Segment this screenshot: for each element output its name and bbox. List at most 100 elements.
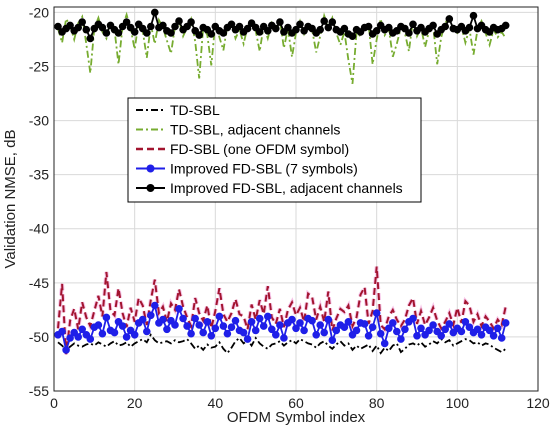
data-point — [461, 318, 470, 326]
data-point — [469, 11, 478, 20]
x-tick-label: 0 — [50, 395, 58, 411]
data-point — [280, 334, 288, 342]
series-1 — [57, 333, 507, 355]
data-point — [465, 23, 474, 32]
data-point — [445, 320, 454, 328]
data-point — [98, 23, 107, 32]
data-point — [58, 327, 66, 336]
y-tick-label: -40 — [29, 221, 49, 237]
data-point — [320, 17, 329, 25]
data-point — [138, 315, 147, 324]
data-point — [122, 18, 131, 26]
data-point — [284, 23, 292, 32]
data-point — [231, 316, 240, 325]
data-point — [465, 323, 474, 332]
data-point — [151, 8, 159, 17]
data-point — [501, 21, 510, 30]
data-point — [223, 329, 232, 338]
data-point — [110, 328, 119, 337]
axis-ticks: 0 20 40 60 80 100 120 -55 -50 -45 -40 -35 -30 -25 -20 — [29, 4, 550, 411]
data-point — [292, 324, 300, 333]
data-point — [191, 314, 199, 323]
series-layer — [54, 8, 510, 355]
data-point — [364, 332, 373, 340]
data-point — [376, 329, 385, 338]
data-point — [425, 326, 433, 335]
data-point — [94, 321, 103, 329]
data-point — [227, 323, 236, 332]
data-point — [401, 325, 409, 334]
data-point — [78, 325, 86, 334]
y-tick-label: -50 — [29, 329, 49, 345]
data-point — [308, 316, 316, 325]
data-point — [288, 315, 296, 324]
legend-entry: Improved FD-SBL, adjacent channels — [136, 180, 403, 196]
data-point — [151, 301, 159, 310]
data-point — [243, 24, 252, 33]
data-point — [340, 24, 349, 33]
legend-entry: TD-SBL — [136, 102, 220, 118]
y-tick-label: -25 — [29, 58, 49, 74]
data-point — [316, 321, 325, 329]
data-point — [316, 25, 325, 34]
data-point — [405, 29, 413, 37]
data-point — [485, 326, 494, 335]
data-point — [215, 312, 224, 321]
data-point — [441, 325, 450, 334]
x-tick-label: 20 — [127, 395, 143, 411]
data-point — [328, 18, 337, 26]
data-point — [147, 22, 155, 31]
data-point — [251, 326, 260, 335]
y-axis-title: Validation NMSE, dB — [2, 130, 19, 269]
data-point — [183, 322, 191, 330]
x-tick-label: 60 — [288, 395, 304, 411]
data-point — [296, 20, 304, 29]
x-tick-label: 40 — [208, 395, 224, 411]
data-point — [477, 331, 486, 339]
y-tick-label: -35 — [29, 167, 49, 183]
legend-entry: FD-SBL (one OFDM symbol) — [136, 141, 349, 157]
data-point — [163, 325, 171, 334]
data-point — [62, 346, 70, 354]
data-point — [239, 328, 248, 337]
data-point — [175, 305, 183, 313]
legend-label: TD-SBL, adjacent channels — [170, 122, 340, 138]
data-point — [175, 17, 183, 25]
data-point — [86, 335, 95, 343]
data-point — [143, 327, 151, 336]
data-point — [364, 22, 373, 31]
data-point — [445, 15, 454, 23]
legend-box — [127, 97, 422, 203]
x-tick-label: 100 — [446, 395, 470, 411]
legend: TD-SBL TD-SBL, adjacent channels FD-SBL (o… — [127, 97, 422, 203]
y-tick-label: -45 — [29, 275, 49, 291]
series-4 — [54, 301, 510, 354]
y-tick-label: -30 — [29, 113, 49, 129]
data-point — [159, 315, 167, 324]
data-point — [159, 21, 167, 30]
data-point — [66, 21, 74, 30]
data-point — [219, 322, 228, 330]
data-point — [114, 29, 123, 37]
data-point — [296, 319, 304, 327]
data-point — [497, 334, 506, 342]
x-tick-label: 80 — [369, 395, 385, 411]
series-5 — [54, 8, 510, 43]
data-point — [122, 333, 131, 341]
data-point — [255, 314, 264, 323]
data-point — [219, 29, 228, 37]
data-point — [300, 326, 308, 335]
data-point — [292, 25, 300, 34]
data-point — [413, 332, 421, 340]
y-tick-label: -20 — [29, 4, 49, 20]
data-point — [102, 29, 111, 37]
data-point — [195, 321, 203, 329]
data-point — [264, 312, 272, 321]
data-point — [409, 20, 417, 29]
data-point — [66, 334, 74, 342]
data-point — [385, 23, 393, 32]
data-point — [473, 325, 482, 334]
data-point — [489, 332, 498, 340]
data-point — [227, 20, 236, 29]
